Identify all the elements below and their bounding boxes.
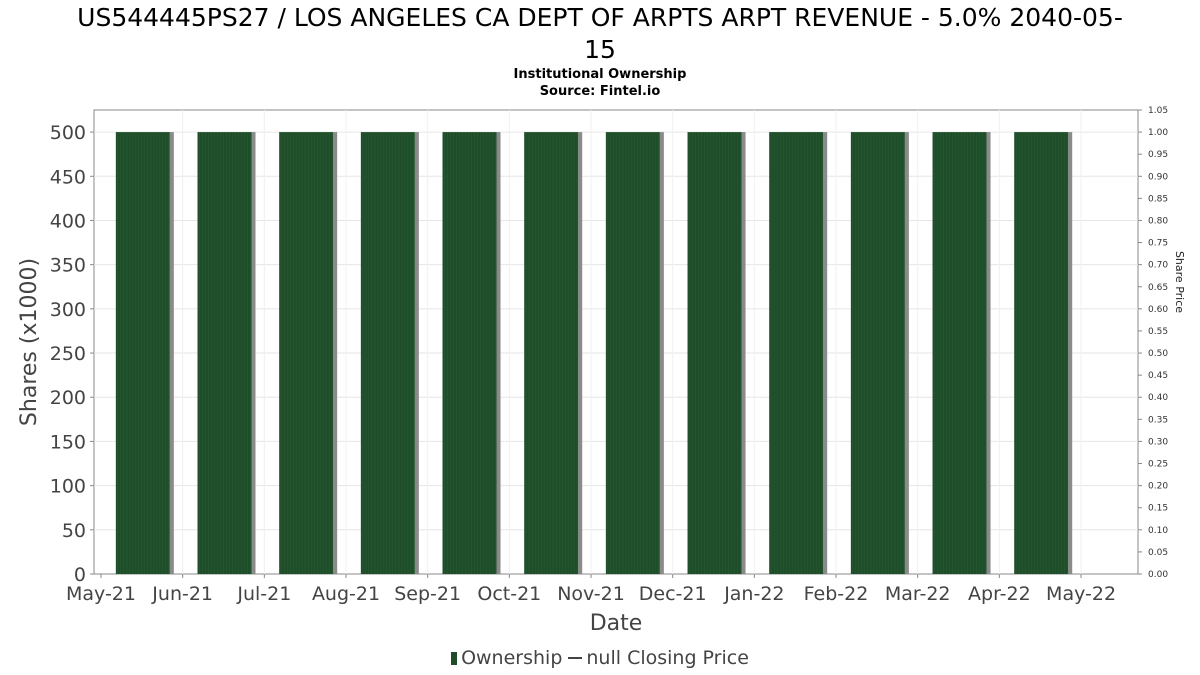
- y2-tick-label: 0.60: [1148, 305, 1168, 315]
- y-tick-label: 450: [50, 166, 86, 188]
- bar-shadow: [823, 132, 828, 574]
- ownership-legend-swatch: [451, 652, 458, 665]
- y2-tick-label: 0.55: [1148, 327, 1168, 337]
- y2-tick-label: 0.95: [1148, 150, 1168, 160]
- chart-subtitle: Institutional Ownership: [513, 67, 687, 82]
- y2-tick-label: 0.15: [1148, 504, 1168, 514]
- y2-tick-label: 0.90: [1148, 172, 1168, 182]
- ownership-bar: [115, 132, 170, 574]
- x-tick-label: May-22: [1046, 583, 1116, 605]
- y2-tick-label: 0.35: [1148, 415, 1168, 425]
- x-tick-label: Nov-21: [557, 583, 625, 605]
- y2-tick-label: 0.70: [1148, 261, 1168, 271]
- bar-shadow: [1068, 132, 1073, 574]
- bar-shadow: [414, 132, 419, 574]
- y-tick-label: 350: [50, 255, 86, 277]
- y2-tick-label: 0.40: [1148, 393, 1168, 403]
- ownership-bar: [605, 132, 660, 574]
- ownership-bar: [442, 132, 497, 574]
- ownership-bar: [769, 132, 824, 574]
- ownership-bar: [524, 132, 579, 574]
- y2-tick-label: 0.05: [1148, 548, 1168, 558]
- ownership-bar: [850, 132, 905, 574]
- bar-shadow: [659, 132, 664, 574]
- bar-shadow: [741, 132, 746, 574]
- y2-tick-label: 0.75: [1148, 239, 1168, 249]
- ownership-bar: [932, 132, 987, 574]
- bar-shadow: [904, 132, 909, 574]
- x-tick-label: Jul-21: [236, 583, 291, 605]
- ownership-bar: [360, 132, 415, 574]
- ownership-bar: [197, 132, 252, 574]
- y2-axis-label: Share Price: [1173, 251, 1186, 313]
- y-tick-label: 250: [50, 343, 86, 365]
- ownership-legend-label: Ownership: [461, 647, 563, 669]
- y2-tick-label: 0.10: [1148, 526, 1168, 536]
- y2-tick-label: 0.20: [1148, 482, 1168, 492]
- y2-tick-label: 0.80: [1148, 216, 1168, 226]
- y2-tick-label: 0.85: [1148, 194, 1168, 204]
- y-tick-label: 50: [62, 520, 86, 542]
- price-legend-label: null Closing Price: [586, 647, 749, 669]
- x-axis-label: Date: [590, 611, 643, 636]
- y-tick-label: 100: [50, 476, 86, 498]
- x-tick-label: Dec-21: [639, 583, 707, 605]
- chart-source: Source: Fintel.io: [539, 84, 661, 99]
- y-tick-label: 300: [50, 299, 86, 321]
- chart-title: US544445PS27 / LOS ANGELES CA DEPT OF AR…: [0, 2, 1200, 66]
- bar-shadow: [333, 132, 338, 574]
- x-tick-label: Apr-22: [968, 583, 1031, 605]
- bar-shadow: [578, 132, 583, 574]
- y2-tick-label: 0.45: [1148, 371, 1168, 381]
- y2-tick-label: 0.50: [1148, 349, 1168, 359]
- chart-legend: Ownership null Closing Price: [0, 647, 1200, 669]
- y-tick-label: 200: [50, 387, 86, 409]
- x-tick-label: Sep-21: [394, 583, 461, 605]
- chart-title-line-2: 15: [584, 35, 616, 64]
- y-tick-label: 0: [74, 564, 86, 586]
- bar-shadow: [496, 132, 501, 574]
- x-tick-label: Mar-22: [885, 583, 951, 605]
- ownership-bar: [279, 132, 334, 574]
- bar-shadow: [169, 132, 174, 574]
- y2-tick-label: 1.00: [1148, 128, 1168, 138]
- bar-shadow: [986, 132, 991, 574]
- chart-title-line-1: US544445PS27 / LOS ANGELES CA DEPT OF AR…: [77, 3, 1123, 32]
- y-tick-label: 400: [50, 210, 86, 232]
- chart-area: 0 50 100 150 200 250 300 350 400 450 500 0.00 0.05 0.…: [17, 106, 1186, 636]
- x-tick-label: Aug-21: [312, 583, 380, 605]
- x-tick-label: Oct-21: [477, 583, 541, 605]
- x-tick-label: May-21: [66, 583, 136, 605]
- price-legend-line: [568, 657, 583, 659]
- y2-tick-label: 1.05: [1148, 106, 1168, 116]
- x-tick-label: Feb-22: [804, 583, 869, 605]
- y2-tick-label: 0.30: [1148, 437, 1168, 447]
- bar-shadow: [251, 132, 256, 574]
- y2-tick-label: 0.65: [1148, 283, 1168, 293]
- y2-tick-label: 0.00: [1148, 570, 1168, 580]
- y-tick-label: 150: [50, 431, 86, 453]
- y-tick-label: 500: [50, 122, 86, 144]
- x-tick-label: Jan-22: [723, 583, 784, 605]
- ownership-bar: [687, 132, 742, 574]
- x-tick-label: Jun-21: [151, 583, 213, 605]
- y-axis-label: Shares (x1000): [17, 258, 42, 426]
- y2-tick-label: 0.25: [1148, 460, 1168, 470]
- ownership-bar: [1014, 132, 1069, 574]
